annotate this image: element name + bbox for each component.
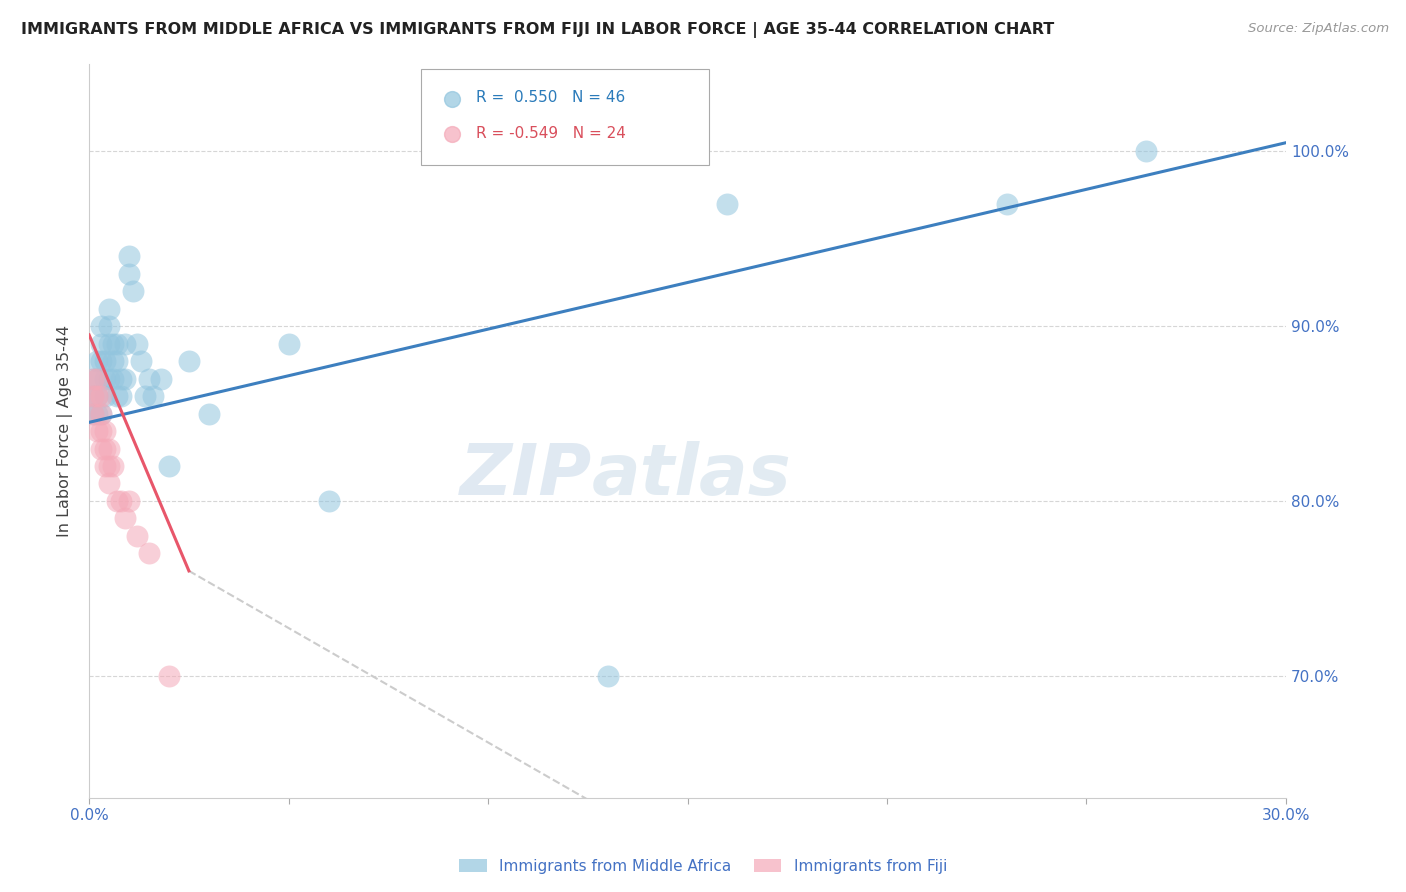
Point: [122, 285, 145, 299]
Point: [157, 669, 180, 683]
Point: [101, 371, 124, 385]
Point: [82, 407, 104, 421]
Point: [114, 336, 136, 351]
Point: [90, 424, 112, 438]
Text: ZIP: ZIP: [460, 441, 592, 509]
Point: [82, 371, 104, 385]
Point: [82, 389, 104, 403]
Point: [177, 354, 200, 368]
FancyBboxPatch shape: [420, 70, 709, 165]
Text: IMMIGRANTS FROM MIDDLE AFRICA VS IMMIGRANTS FROM FIJI IN LABOR FORCE | AGE 35-44: IMMIGRANTS FROM MIDDLE AFRICA VS IMMIGRA…: [21, 22, 1054, 38]
Point: [90, 354, 112, 368]
Point: [716, 197, 738, 211]
Point: [110, 371, 132, 385]
Point: [98, 336, 121, 351]
Point: [94, 371, 117, 385]
Point: [1286, 227, 1309, 241]
Point: [149, 371, 172, 385]
Point: [118, 267, 141, 281]
Point: [94, 442, 117, 456]
Point: [114, 371, 136, 385]
Legend: Immigrants from Middle Africa, Immigrants from Fiji: Immigrants from Middle Africa, Immigrant…: [453, 853, 953, 880]
Y-axis label: In Labor Force | Age 35-44: In Labor Force | Age 35-44: [58, 325, 73, 537]
Point: [94, 354, 117, 368]
Point: [105, 389, 128, 403]
Point: [94, 424, 117, 438]
Point: [318, 494, 340, 508]
Point: [138, 546, 160, 560]
Point: [82, 407, 104, 421]
Point: [1286, 310, 1309, 325]
Point: [142, 389, 165, 403]
Point: [86, 407, 108, 421]
Point: [118, 249, 141, 263]
Text: R =  0.550   N = 46: R = 0.550 N = 46: [475, 90, 626, 105]
Point: [129, 354, 152, 368]
Point: [98, 301, 121, 316]
Point: [90, 407, 112, 421]
Point: [101, 336, 124, 351]
Point: [90, 336, 112, 351]
Point: [90, 407, 112, 421]
Point: [596, 669, 619, 683]
Point: [98, 371, 121, 385]
Point: [90, 389, 112, 403]
Point: [134, 389, 156, 403]
Point: [1135, 145, 1157, 159]
Point: [86, 389, 108, 403]
Point: [110, 494, 132, 508]
Point: [105, 354, 128, 368]
Point: [125, 336, 148, 351]
Point: [94, 458, 117, 473]
Point: [90, 442, 112, 456]
Point: [98, 442, 121, 456]
Point: [94, 389, 117, 403]
Point: [105, 336, 128, 351]
Point: [82, 389, 104, 403]
Point: [86, 371, 108, 385]
Point: [86, 371, 108, 385]
Point: [105, 494, 128, 508]
Text: atlas: atlas: [592, 441, 792, 509]
Text: Source: ZipAtlas.com: Source: ZipAtlas.com: [1249, 22, 1389, 36]
Point: [98, 319, 121, 334]
Point: [125, 529, 148, 543]
Text: R = -0.549   N = 24: R = -0.549 N = 24: [475, 126, 626, 141]
Point: [86, 354, 108, 368]
Point: [86, 424, 108, 438]
Point: [101, 354, 124, 368]
Point: [118, 494, 141, 508]
Point: [277, 336, 299, 351]
Point: [114, 511, 136, 525]
Point: [86, 389, 108, 403]
Point: [90, 319, 112, 334]
Point: [157, 458, 180, 473]
Point: [98, 458, 121, 473]
Point: [138, 371, 160, 385]
Point: [82, 371, 104, 385]
Point: [995, 197, 1018, 211]
Point: [98, 476, 121, 491]
Point: [110, 389, 132, 403]
Point: [198, 407, 221, 421]
Point: [101, 458, 124, 473]
